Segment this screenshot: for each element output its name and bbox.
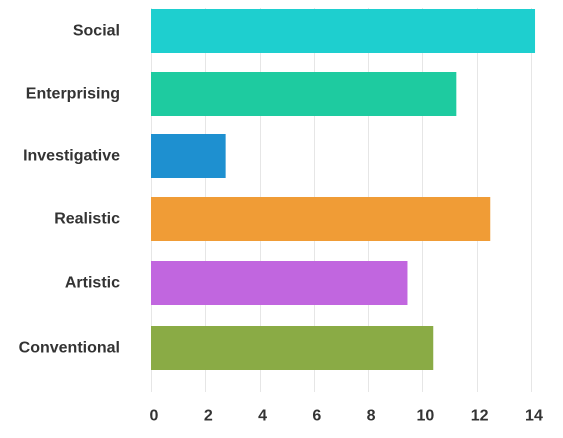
x-tick-label-4: 4 [258, 408, 267, 425]
x-tick-label-0: 0 [150, 408, 159, 425]
category-label-artistic: Artistic [65, 275, 120, 292]
category-labels: Social Enterprising Investigative Realistic… [19, 23, 120, 357]
category-label-social: Social [73, 23, 120, 40]
bar-enterprising [151, 72, 456, 116]
x-axis-ticks: 0 2 4 6 8 10 12 14 [150, 408, 543, 425]
bar-conventional [151, 326, 433, 370]
bar-social [151, 9, 535, 53]
x-tick-label-6: 6 [312, 408, 321, 425]
x-tick-label-10: 10 [417, 408, 435, 425]
category-label-investigative: Investigative [23, 148, 120, 165]
category-label-conventional: Conventional [19, 340, 120, 357]
bar-artistic [151, 261, 407, 305]
bar-investigative [151, 134, 226, 178]
category-label-realistic: Realistic [54, 211, 120, 228]
x-tick-label-2: 2 [204, 408, 213, 425]
category-label-enterprising: Enterprising [26, 86, 120, 103]
bar-realistic [151, 197, 490, 241]
x-tick-label-14: 14 [525, 408, 543, 425]
x-tick-label-12: 12 [471, 408, 489, 425]
x-tick-label-8: 8 [367, 408, 376, 425]
